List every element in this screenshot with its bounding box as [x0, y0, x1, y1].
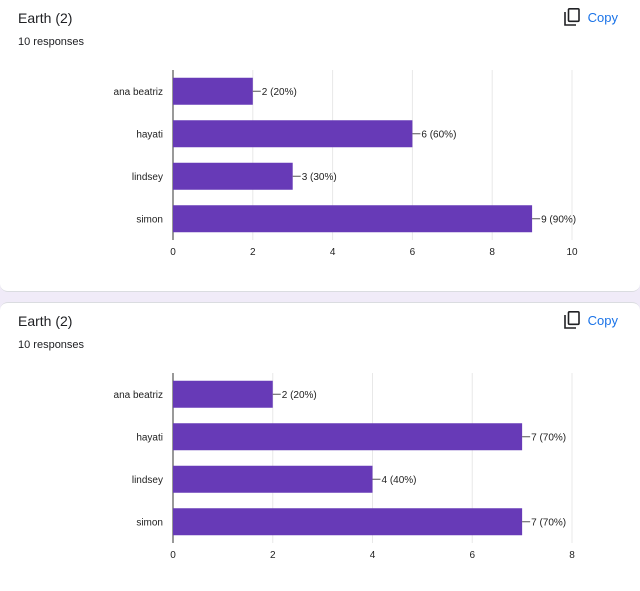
x-tick-label: 8 — [489, 247, 495, 258]
question-card: Earth (2) 10 responses Copy 0 2 4 6 8 ana bea… — [0, 302, 640, 591]
response-count: 10 responses — [18, 339, 85, 351]
x-tick-label: 6 — [410, 247, 416, 258]
bar — [173, 120, 413, 148]
data-label: 7 (70%) — [531, 517, 566, 528]
x-tick-label: 4 — [370, 550, 376, 561]
category-label: ana beatriz — [114, 390, 163, 401]
copy-icon — [563, 311, 580, 329]
data-label: 3 (30%) — [302, 172, 337, 183]
x-tick-label: 6 — [469, 550, 475, 561]
x-tick-label: 2 — [250, 247, 256, 258]
bar — [173, 162, 293, 190]
category-label: lindsey — [132, 475, 163, 486]
data-label: 6 (60%) — [421, 129, 456, 140]
data-label: 7 (70%) — [531, 432, 566, 443]
category-label: simon — [136, 517, 163, 528]
question-title: Earth (2) — [18, 10, 73, 26]
data-label: 9 (90%) — [541, 214, 576, 225]
bar — [173, 77, 253, 105]
x-tick-label: 0 — [170, 550, 176, 561]
copy-chart-button[interactable]: Copy — [560, 6, 622, 28]
copy-chart-button[interactable]: Copy — [560, 309, 622, 331]
category-label: hayati — [136, 129, 163, 140]
copy-icon — [563, 8, 580, 26]
data-label: 2 (20%) — [262, 87, 297, 98]
x-tick-label: 4 — [330, 247, 336, 258]
question-title: Earth (2) — [18, 313, 73, 329]
question-card: Earth (2) 10 responses Copy 0 2 4 6 8 10 ana b… — [0, 0, 640, 292]
bar — [173, 380, 273, 408]
bar — [173, 508, 523, 536]
copy-label: Copy — [587, 9, 618, 25]
x-tick-label: 2 — [270, 550, 276, 561]
response-count: 10 responses — [18, 36, 85, 48]
bar — [173, 423, 523, 451]
data-label: 4 (40%) — [382, 475, 417, 486]
category-label: hayati — [136, 432, 163, 443]
category-label: ana beatriz — [114, 87, 163, 98]
x-tick-label: 8 — [569, 550, 575, 561]
bar — [173, 465, 373, 493]
bar-chart: 0 2 4 6 8 10 ana beatriz 2 (20%) hayati 6 (60%) li… — [114, 70, 578, 258]
bar — [173, 205, 533, 233]
category-label: lindsey — [132, 172, 163, 183]
category-label: simon — [136, 214, 163, 225]
x-tick-label: 0 — [170, 247, 176, 258]
data-label: 2 (20%) — [282, 390, 317, 401]
x-tick-label: 10 — [566, 247, 578, 258]
copy-label: Copy — [587, 312, 618, 328]
bar-chart: 0 2 4 6 8 ana beatriz 2 (20%) hayati 7 (70%) lind… — [114, 373, 575, 561]
